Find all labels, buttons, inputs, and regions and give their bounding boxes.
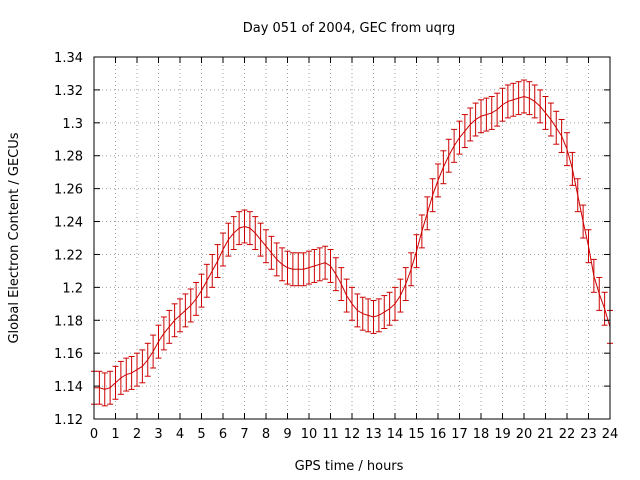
y-tick-label: 1.14 (54, 380, 83, 395)
x-tick-label: 20 (516, 427, 533, 442)
x-tick-label: 5 (197, 427, 205, 442)
x-tick-label: 8 (262, 427, 270, 442)
x-tick-label: 23 (580, 427, 597, 442)
x-tick-label: 4 (176, 427, 184, 442)
y-tick-label: 1.2 (62, 281, 83, 296)
x-tick-label: 21 (537, 427, 554, 442)
y-axis-label: Global Electron Content / GECUs (7, 132, 22, 343)
x-tick-label: 14 (387, 427, 404, 442)
y-tick-label: 1.34 (54, 51, 83, 66)
x-axis-label: GPS time / hours (295, 459, 404, 474)
series-gec (91, 79, 613, 407)
x-tick-labels: 0 1 2 3 4 5 6 7 8 9 10 11 12 13 14 15 16 17 18 19 20 21 22 23 24 (90, 427, 618, 442)
x-tick-label: 16 (430, 427, 447, 442)
x-tick-label: 0 (90, 427, 98, 442)
y-tick-label: 1.3 (62, 117, 83, 132)
y-tick-label: 1.32 (54, 84, 83, 99)
x-tick-label: 24 (602, 427, 619, 442)
tick-marks (93, 56, 611, 420)
x-tick-label: 18 (473, 427, 490, 442)
x-tick-label: 15 (408, 427, 425, 442)
x-tick-label: 10 (301, 427, 318, 442)
x-tick-label: 2 (133, 427, 141, 442)
x-tick-label: 6 (219, 427, 227, 442)
x-tick-label: 1 (111, 427, 119, 442)
y-tick-label: 1.24 (54, 216, 83, 231)
x-tick-label: 3 (154, 427, 162, 442)
x-tick-label: 7 (240, 427, 248, 442)
y-tick-label: 1.22 (54, 248, 83, 263)
x-tick-label: 9 (283, 427, 291, 442)
y-tick-label: 1.28 (54, 150, 83, 165)
y-tick-label: 1.16 (54, 347, 83, 362)
x-tick-label: 12 (344, 427, 361, 442)
x-tick-label: 22 (559, 427, 576, 442)
y-tick-labels: 1.12 1.14 1.16 1.18 1.2 1.22 1.24 1.26 1.28 1.3 1.… (54, 51, 83, 428)
y-tick-label: 1.18 (54, 314, 83, 329)
y-tick-label: 1.26 (54, 183, 83, 198)
chart-title: Day 051 of 2004, GEC from uqrg (243, 21, 456, 36)
x-tick-label: 13 (365, 427, 382, 442)
x-tick-label: 17 (451, 427, 468, 442)
grid-lines (94, 57, 610, 419)
x-tick-label: 11 (322, 427, 339, 442)
x-tick-label: 19 (494, 427, 511, 442)
y-tick-label: 1.12 (54, 413, 83, 428)
